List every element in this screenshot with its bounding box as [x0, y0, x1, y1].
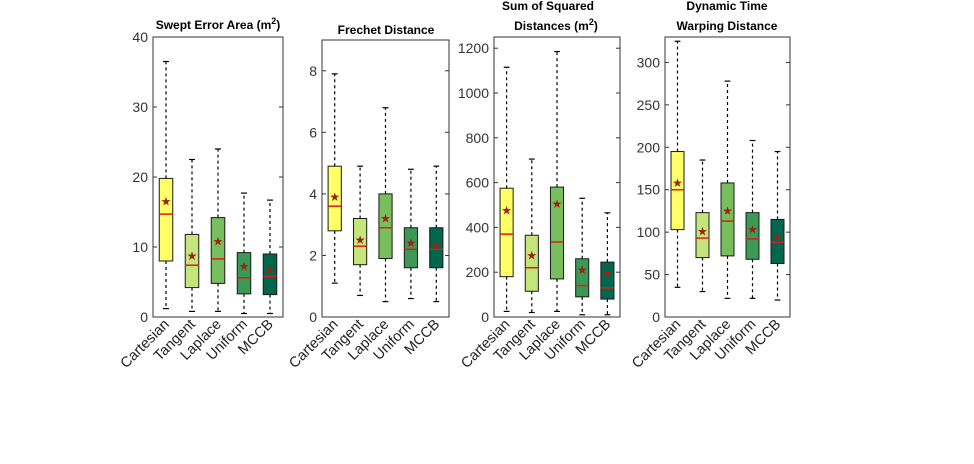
box-uniform: ★ — [745, 139, 760, 299]
interquartile-box — [575, 258, 590, 298]
interquartile-box — [262, 253, 278, 296]
axes-frame — [321, 39, 450, 318]
box-mccb: ★ — [262, 199, 278, 315]
mean-marker: ★ — [380, 212, 391, 226]
box-cartesian: ★ — [499, 66, 514, 312]
interquartile-box — [352, 218, 368, 266]
y-tick-label: 20 — [132, 169, 148, 185]
axes-frame — [493, 36, 621, 318]
y-tick-label: 30 — [132, 99, 148, 115]
mean-marker: ★ — [431, 239, 442, 253]
interquartile-box — [158, 177, 174, 262]
y-tick-label: 200 — [466, 264, 490, 280]
box-tangent: ★ — [352, 165, 368, 297]
y-tick-label: 250 — [637, 97, 661, 113]
mean-marker: ★ — [722, 204, 733, 218]
interquartile-box — [549, 186, 565, 280]
y-tick-label: 300 — [637, 54, 661, 70]
interquartile-box — [499, 187, 514, 278]
interquartile-box — [600, 261, 615, 300]
box-mccb: ★ — [429, 165, 444, 303]
box-uniform: ★ — [403, 168, 419, 300]
chart-title: Swept Error Area (m2) — [156, 16, 281, 32]
box-cartesian: ★ — [158, 60, 174, 310]
box-tangent: ★ — [524, 158, 539, 314]
box-uniform: ★ — [575, 197, 590, 316]
box-laplace: ★ — [378, 107, 393, 303]
mean-marker: ★ — [187, 249, 198, 263]
interquartile-box — [403, 227, 419, 269]
chart-title: Dynamic Time — [686, 0, 767, 13]
mean-marker: ★ — [577, 263, 588, 277]
interquartile-box — [184, 233, 200, 289]
box-mccb: ★ — [770, 150, 785, 301]
y-tick-label: 2 — [309, 247, 317, 263]
y-tick-label: 40 — [132, 29, 148, 45]
mean-marker: ★ — [406, 236, 417, 250]
mean-marker: ★ — [747, 223, 758, 237]
interquartile-box — [695, 212, 710, 259]
y-tick-label: 1000 — [458, 85, 489, 101]
y-tick-label: 0 — [652, 309, 660, 325]
mean-marker: ★ — [552, 197, 563, 211]
y-tick-label: 6 — [309, 124, 317, 140]
box-laplace: ★ — [549, 50, 565, 312]
mean-marker: ★ — [602, 266, 613, 280]
mean-marker: ★ — [697, 224, 708, 238]
mean-marker: ★ — [329, 190, 340, 204]
chart-title: Frechet Distance — [338, 23, 435, 37]
box-cartesian: ★ — [670, 40, 685, 288]
box-mccb: ★ — [600, 212, 615, 316]
axes-frame — [664, 36, 791, 318]
chart-title-line2: Distances (m2) — [514, 17, 598, 33]
y-tick-label: 8 — [309, 63, 317, 79]
mean-marker: ★ — [213, 234, 224, 248]
interquartile-box — [236, 252, 252, 295]
y-tick-label: 0 — [140, 309, 148, 325]
y-tick-label: 800 — [466, 130, 490, 146]
interquartile-box — [745, 212, 760, 260]
box-uniform: ★ — [236, 192, 252, 315]
y-tick-label: 10 — [132, 239, 148, 255]
mean-marker: ★ — [672, 176, 683, 190]
y-tick-label: 400 — [466, 219, 490, 235]
y-tick-label: 150 — [637, 182, 661, 198]
y-tick-label: 0 — [309, 309, 317, 325]
y-tick-label: 200 — [637, 139, 661, 155]
interquartile-box — [720, 182, 735, 257]
mean-marker: ★ — [772, 229, 783, 243]
interquartile-box — [429, 227, 444, 269]
mean-marker: ★ — [161, 195, 172, 209]
y-tick-label: 600 — [466, 175, 490, 191]
box-tangent: ★ — [695, 159, 710, 293]
mean-marker: ★ — [239, 260, 250, 274]
interquartile-box — [210, 217, 226, 284]
y-tick-label: 100 — [637, 224, 661, 240]
y-tick-label: 1200 — [458, 40, 489, 56]
mean-marker: ★ — [526, 248, 537, 262]
y-tick-label: 0 — [481, 309, 489, 325]
box-laplace: ★ — [720, 80, 735, 299]
interquartile-box — [327, 165, 342, 232]
y-tick-label: 50 — [644, 267, 660, 283]
box-tangent: ★ — [184, 158, 200, 312]
interquartile-box — [378, 193, 393, 260]
mean-marker: ★ — [501, 204, 512, 218]
box-laplace: ★ — [210, 148, 226, 312]
chart-title-line2: Warping Distance — [677, 19, 778, 33]
mean-marker: ★ — [265, 263, 276, 277]
y-tick-label: 4 — [309, 186, 317, 202]
box-cartesian: ★ — [327, 73, 342, 284]
interquartile-box — [524, 234, 539, 292]
interquartile-box — [670, 151, 685, 231]
mean-marker: ★ — [355, 233, 366, 247]
chart-title: Sum of Squared — [502, 0, 594, 13]
interquartile-box — [770, 218, 785, 265]
